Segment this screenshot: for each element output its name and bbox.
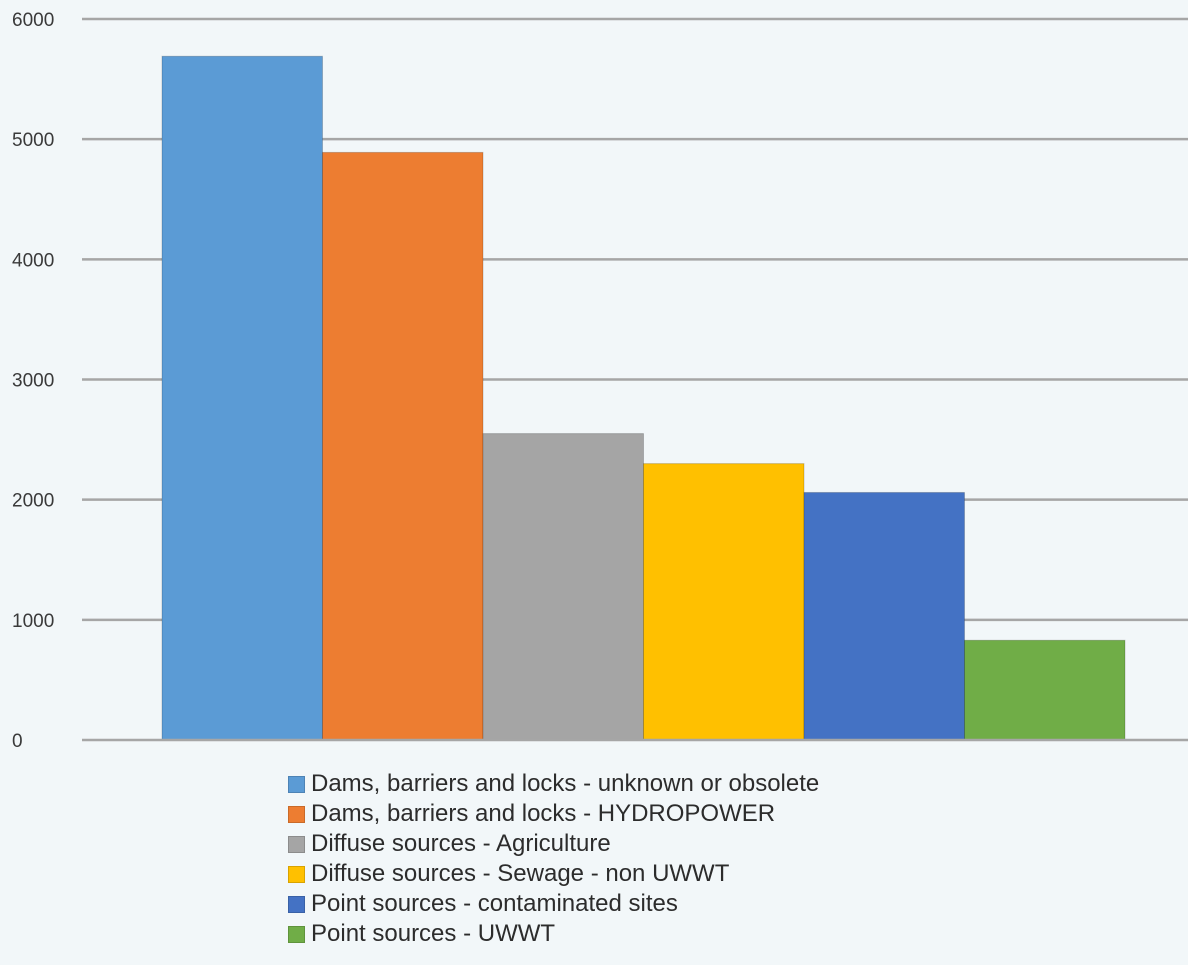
legend-label: Diffuse sources - Agriculture	[311, 830, 611, 857]
y-tick-label: 6000	[12, 10, 54, 31]
legend-swatch	[288, 775, 305, 793]
y-tick-label: 2000	[12, 491, 54, 512]
bar-1	[161, 55, 323, 741]
y-tick-label: 4000	[12, 250, 54, 271]
legend-swatch	[288, 805, 305, 823]
legend-swatch	[288, 865, 305, 883]
y-tick-label: 1000	[12, 611, 54, 632]
legend-item-1: Dams, barriers and locks - unknown or ob…	[288, 769, 819, 799]
bars	[161, 55, 1126, 741]
bar-chart: 0 1000 2000 3000 4000 5000 6000	[12, 10, 1188, 752]
legend-item-3: Diffuse sources - Agriculture	[288, 829, 819, 859]
legend-label: Point sources - UWWT	[311, 920, 556, 947]
y-tick-label: 0	[12, 731, 23, 752]
legend-label: Diffuse sources - Sewage - non UWWT	[311, 860, 730, 887]
legend-swatch	[288, 895, 305, 913]
bar-2	[322, 151, 484, 741]
legend-swatch	[288, 835, 305, 853]
bar-5	[803, 491, 965, 741]
bar-3	[482, 433, 644, 741]
legend-label: Dams, barriers and locks - unknown or ob…	[311, 770, 820, 797]
y-axis-tick-labels: 0 1000 2000 3000 4000 5000 6000	[12, 10, 54, 752]
legend-swatch	[288, 925, 305, 943]
bar-4	[643, 463, 805, 741]
legend-label: Point sources - contaminated sites	[311, 890, 678, 917]
legend-item-2: Dams, barriers and locks - HYDROPOWER	[288, 799, 819, 829]
legend-item-4: Diffuse sources - Sewage - non UWWT	[288, 859, 819, 889]
y-tick-label: 5000	[12, 130, 54, 151]
legend: Dams, barriers and locks - unknown or ob…	[288, 769, 819, 949]
bar-6	[964, 639, 1126, 741]
legend-item-6: Point sources - UWWT	[288, 919, 819, 949]
legend-label: Dams, barriers and locks - HYDROPOWER	[311, 800, 776, 827]
legend-item-5: Point sources - contaminated sites	[288, 889, 819, 919]
y-tick-label: 3000	[12, 371, 54, 392]
